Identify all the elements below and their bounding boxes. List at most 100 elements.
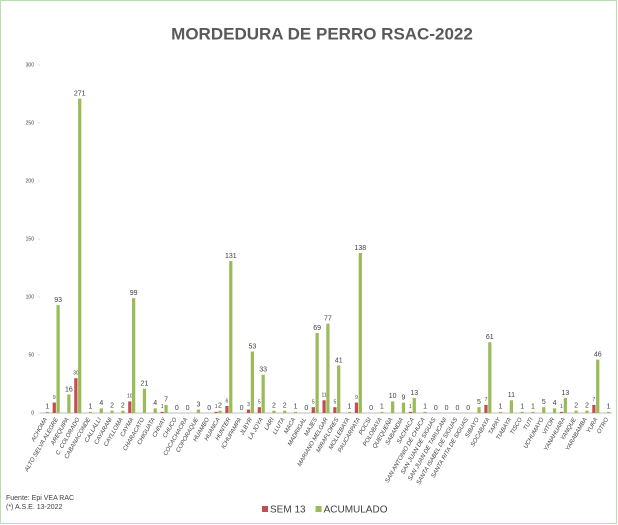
bar <box>563 397 567 413</box>
bar <box>559 411 564 413</box>
data-label: 3 <box>247 402 250 408</box>
data-label: 46 <box>594 351 602 358</box>
bar <box>326 323 330 413</box>
data-label: 1 <box>499 404 503 411</box>
bar <box>380 411 384 413</box>
bar <box>574 410 578 413</box>
data-label: 10 <box>389 393 397 400</box>
chart-title: MORDEDURA DE PERRO RSAC-2022 <box>171 24 473 43</box>
bar <box>88 411 93 413</box>
data-label: 1 <box>161 404 164 410</box>
bar <box>606 411 611 413</box>
bar <box>67 394 71 413</box>
bar <box>110 410 114 413</box>
data-label: 77 <box>324 316 332 323</box>
bar <box>585 410 589 413</box>
data-label: 0 <box>466 405 470 412</box>
data-label: 11 <box>508 392 515 399</box>
data-label: 7 <box>164 397 168 404</box>
bar <box>160 411 164 413</box>
data-label: 1 <box>45 404 49 411</box>
bar <box>484 404 488 413</box>
data-label: 53 <box>248 343 256 350</box>
data-label: 271 <box>74 90 86 97</box>
bar <box>477 407 481 413</box>
data-label: 1 <box>531 404 535 411</box>
bar <box>293 411 298 413</box>
data-label: 0 <box>304 405 308 412</box>
legend-label: SEM 13 <box>270 505 306 516</box>
data-label: 1 <box>348 404 352 411</box>
bar <box>358 252 362 413</box>
data-label: 2 <box>110 403 114 410</box>
y-tick-label: 50 <box>28 352 34 358</box>
data-label: 0 <box>369 405 373 412</box>
bar <box>488 342 492 413</box>
data-label: 11 <box>321 393 326 399</box>
data-label: 5 <box>312 400 315 406</box>
data-label: 1 <box>607 404 611 411</box>
data-label: 0 <box>240 405 244 412</box>
bar <box>272 410 276 413</box>
bar <box>552 408 557 413</box>
footnote: Fuente: Epi VEA RAC <box>6 495 74 502</box>
legend-swatch <box>315 506 322 512</box>
data-label: 1 <box>423 404 427 411</box>
bar <box>592 404 596 413</box>
data-label: 131 <box>225 253 237 260</box>
y-tick-label: 300 <box>26 62 35 68</box>
data-label: 2 <box>272 403 276 410</box>
bar <box>142 388 147 413</box>
data-label: 13 <box>410 390 418 397</box>
bar <box>164 404 168 413</box>
bar <box>311 407 315 413</box>
y-tick-label: 250 <box>26 120 35 126</box>
bar <box>498 411 503 413</box>
bar <box>423 411 427 413</box>
y-tick-label: 200 <box>26 178 35 184</box>
data-label: 9 <box>355 395 358 401</box>
bar <box>99 408 103 413</box>
data-label: 21 <box>141 380 149 387</box>
data-label: 0 <box>455 405 459 412</box>
y-tick-label: 150 <box>26 236 35 242</box>
bar <box>347 411 352 413</box>
bar <box>322 400 326 413</box>
bar <box>196 409 201 413</box>
data-label: 5 <box>258 400 261 406</box>
bar <box>261 374 265 413</box>
data-label: 0 <box>207 405 211 412</box>
data-label: 1 <box>409 404 412 410</box>
bar <box>520 411 524 413</box>
bar <box>132 298 136 413</box>
bar <box>401 402 406 413</box>
bar <box>257 407 261 413</box>
data-label: 138 <box>354 245 366 252</box>
data-label: 1 <box>520 404 524 411</box>
data-label: 2 <box>574 403 578 410</box>
data-label: 1 <box>560 404 563 410</box>
data-label: 99 <box>130 290 138 297</box>
data-label: 7 <box>485 397 488 403</box>
bar <box>509 400 514 413</box>
data-label: 0 <box>186 405 190 412</box>
data-label: 1 <box>294 404 298 411</box>
bar <box>408 411 413 413</box>
bar <box>333 407 337 413</box>
bar <box>229 261 233 413</box>
data-label: 2 <box>585 403 589 410</box>
bar <box>214 411 218 413</box>
data-label: 2 <box>283 403 287 410</box>
bar <box>315 332 319 413</box>
data-label: 0 <box>434 405 438 412</box>
bar <box>412 397 416 413</box>
bar <box>354 402 359 413</box>
data-label: 0 <box>445 405 449 412</box>
bar <box>128 401 132 413</box>
bar <box>596 359 600 413</box>
bar <box>153 408 157 413</box>
data-label: 30 <box>73 371 79 377</box>
data-label: 33 <box>259 367 267 374</box>
